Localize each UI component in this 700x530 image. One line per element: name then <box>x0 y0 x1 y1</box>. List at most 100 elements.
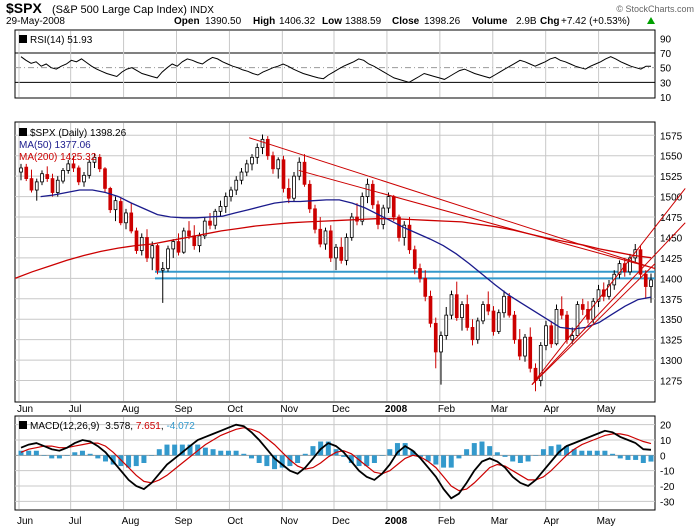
macd-histogram-bar <box>556 444 562 456</box>
price-tick-label: 1325 <box>660 336 683 347</box>
candle-body <box>360 196 365 222</box>
candle-body <box>391 196 396 218</box>
candle-body <box>145 237 149 259</box>
close-value: 1398.26 <box>424 16 461 27</box>
candle-body <box>365 183 370 197</box>
ma200-legend-label: MA(200) 1425.32 <box>19 152 97 163</box>
low-value: 1388.59 <box>345 16 382 27</box>
macd-histogram-bar <box>272 455 278 470</box>
candle-body <box>643 273 648 287</box>
price-month-label: Aug <box>122 404 140 415</box>
macd-legend-signal: 7.651 <box>136 421 161 432</box>
candle-body <box>638 249 643 275</box>
macd-line <box>20 423 652 500</box>
candle-body <box>134 230 139 251</box>
macd-histogram-bar <box>494 452 500 456</box>
candle-body <box>176 241 181 253</box>
price-month-label: Dec <box>332 404 350 415</box>
macd-legend-sep1: , <box>130 421 136 432</box>
macd-legend-macd: 3.578 <box>105 421 130 432</box>
macd-histogram-bar <box>379 455 385 456</box>
candle-body <box>470 327 475 341</box>
symbol-name: (S&P 500 Large Cap Index) <box>52 4 187 16</box>
macd-histogram-bar <box>456 455 462 459</box>
macd-histogram-bar <box>364 455 370 467</box>
price-month-label: May <box>597 404 616 415</box>
macd-month-label: May <box>597 516 616 527</box>
trendline <box>298 169 656 270</box>
macd-histogram-bar <box>479 441 485 456</box>
macd-histogram-bar <box>341 455 347 457</box>
candle-body <box>454 294 459 318</box>
macd-histogram-bar <box>202 447 208 456</box>
candle-body <box>218 205 223 212</box>
macd-histogram-bar <box>241 453 247 456</box>
macd-histogram-bar <box>464 449 470 456</box>
macd-histogram-bar <box>502 455 508 457</box>
trendline <box>531 222 686 385</box>
macd-histogram-bar <box>172 444 178 456</box>
macd-legend-hist: -4.072 <box>166 421 195 432</box>
macd-histogram-bar <box>295 455 301 463</box>
price-tick-label: 1475 <box>660 213 683 224</box>
macd-chart: -30 -20 -10 0 10 20 <box>15 417 675 509</box>
rsi-legend-swatch <box>19 35 27 43</box>
candle-body <box>61 170 65 182</box>
chart-header: $SPX (S&P 500 Large Cap Index) INDX 29-M… <box>6 0 694 27</box>
candle-body <box>465 304 470 328</box>
macd-histogram-bar <box>394 443 400 456</box>
candle-body <box>565 314 569 341</box>
macd-histogram-bar <box>487 446 493 456</box>
price-month-label: 2008 <box>385 404 408 415</box>
macd-histogram-bar <box>548 446 554 456</box>
symbol: $SPX <box>6 0 42 16</box>
macd-tick-label: 10 <box>660 436 672 447</box>
candle-body <box>460 304 464 318</box>
candle-body <box>103 168 107 189</box>
macd-histogram-bar <box>87 453 93 456</box>
candle-body <box>386 196 391 209</box>
rsi-chart: 10 30 50 70 90 <box>15 31 672 104</box>
price-month-label: Sep <box>175 404 193 415</box>
candle-body <box>397 216 401 238</box>
candle-body <box>187 230 191 237</box>
candle-body <box>45 174 50 179</box>
candle-body <box>250 156 254 165</box>
quote-date: 29-May-2008 <box>6 16 65 27</box>
candle-body <box>19 167 23 173</box>
candle-body <box>344 237 349 261</box>
macd-histogram-bar <box>164 444 170 456</box>
candle-body <box>244 163 249 173</box>
price-tick-label: 1350 <box>660 315 683 326</box>
candle-body <box>108 188 113 211</box>
candle-body <box>213 210 218 226</box>
candle-body <box>491 310 496 332</box>
low-label: Low <box>322 16 342 27</box>
candle-body <box>234 179 239 191</box>
open-value: 1390.50 <box>205 16 242 27</box>
candle-body <box>71 163 76 169</box>
macd-histogram-bar <box>126 455 132 468</box>
macd-histogram-bar <box>264 455 270 467</box>
macd-month-label: Feb <box>438 516 456 527</box>
macd-histogram-bar <box>156 449 162 456</box>
macd-histogram-bar <box>441 455 447 468</box>
macd-histogram-bar <box>79 450 85 456</box>
macd-histogram-bar <box>279 455 285 468</box>
macd-histogram-bar <box>33 450 39 456</box>
candle-body <box>50 178 55 193</box>
price-tick-label: 1525 <box>660 172 683 183</box>
macd-histogram-bar <box>540 449 546 456</box>
candle-body <box>166 248 170 269</box>
macd-histogram-bar <box>248 455 254 459</box>
high-value: 1406.32 <box>279 16 316 27</box>
price-tick-label: 1575 <box>660 131 683 142</box>
price-panel <box>14 121 656 403</box>
macd-histogram-bar <box>233 450 239 456</box>
candle-body <box>181 230 186 253</box>
candle-body <box>271 155 275 170</box>
macd-histogram-bar <box>218 450 224 456</box>
candle-body <box>229 189 233 197</box>
candle-body <box>29 178 34 191</box>
candle-body <box>208 220 212 226</box>
